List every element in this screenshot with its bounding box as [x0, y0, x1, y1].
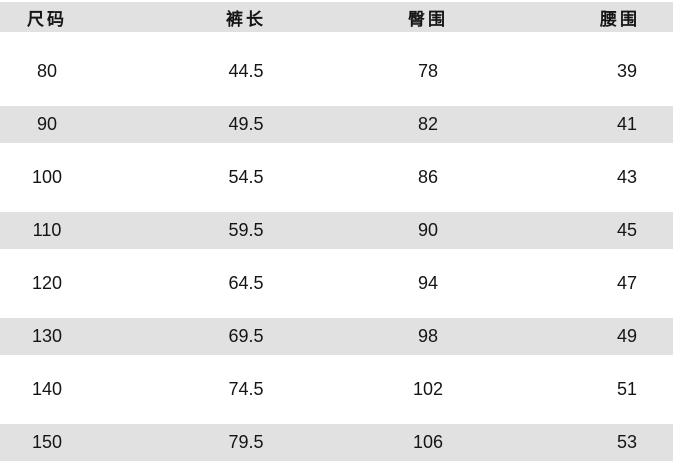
cell-hip: 78 [417, 61, 439, 81]
cell-pants-length: 59.5 [228, 220, 264, 240]
cell-waist: 49 [616, 326, 637, 346]
cell-waist: 43 [616, 167, 637, 187]
cell-size: 150 [31, 432, 63, 452]
cell-size: 120 [31, 273, 63, 293]
table-row: 100 54.5 86 43 [0, 151, 673, 204]
cell-hip: 82 [417, 114, 439, 134]
cell-waist: 47 [616, 273, 637, 293]
cell-pants-length: 44.5 [228, 61, 264, 81]
cell-pants-length: 69.5 [228, 326, 264, 346]
cell-pants-length: 64.5 [228, 273, 264, 293]
cell-waist: 51 [616, 379, 637, 399]
cell-pants-length: 54.5 [228, 167, 264, 187]
cell-pants-length: 79.5 [228, 432, 264, 452]
cell-size: 140 [31, 379, 63, 399]
cell-hip: 98 [417, 326, 439, 346]
cell-hip: 86 [417, 167, 439, 187]
table-row: 80 44.5 78 39 [0, 45, 673, 98]
table-row: 130 69.5 98 49 [0, 310, 673, 363]
cell-size: 100 [31, 167, 63, 187]
table-row: 150 79.5 106 53 [0, 416, 673, 469]
cell-hip: 90 [417, 220, 439, 240]
cell-waist: 53 [616, 432, 637, 452]
cell-size: 80 [36, 61, 58, 81]
cell-hip: 94 [417, 273, 439, 293]
cell-waist: 41 [616, 114, 637, 134]
column-header-hip: 臀围 [408, 9, 448, 29]
cell-size: 130 [31, 326, 63, 346]
cell-hip: 102 [412, 379, 444, 399]
cell-waist: 45 [616, 220, 637, 240]
column-header-waist: 腰围 [600, 9, 640, 29]
table-row: 90 49.5 82 41 [0, 98, 673, 151]
table-row: 110 59.5 90 45 [0, 204, 673, 257]
table-row: 140 74.5 102 51 [0, 363, 673, 416]
cell-size: 110 [32, 220, 62, 240]
cell-pants-length: 74.5 [228, 379, 264, 399]
cell-pants-length: 49.5 [228, 114, 264, 134]
cell-size: 90 [36, 114, 58, 134]
table-row: 120 64.5 94 47 [0, 257, 673, 310]
table-header-row: 尺码 裤长 臀围 腰围 [0, 2, 673, 32]
cell-waist: 39 [616, 61, 637, 81]
column-header-size: 尺码 [27, 9, 67, 29]
cell-hip: 106 [412, 432, 444, 452]
column-header-pants-length: 裤长 [226, 9, 266, 29]
